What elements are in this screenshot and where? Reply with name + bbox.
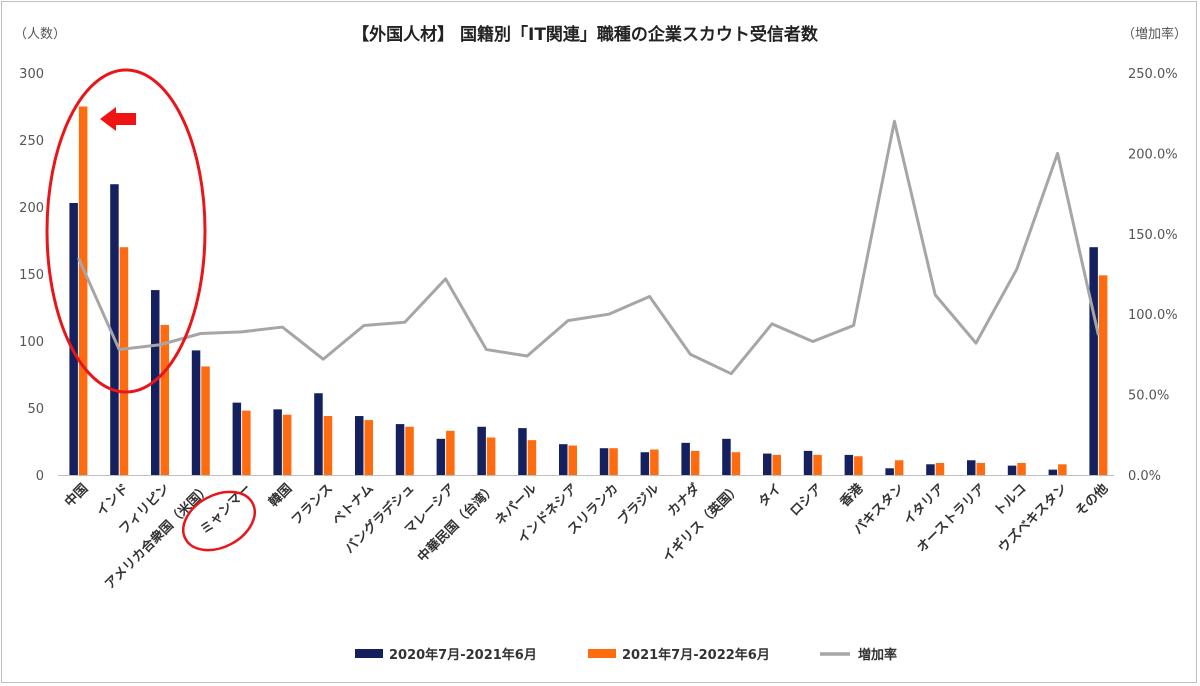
bar-series-2	[323, 416, 333, 475]
right-tick-label: 200.0%	[1128, 147, 1178, 162]
x-tick-label: 香港	[836, 480, 867, 511]
bar-series-1	[477, 426, 486, 475]
bar-series-1	[926, 464, 935, 475]
bar-series-1	[844, 454, 854, 475]
right-tick-label: 0.0%	[1128, 469, 1161, 484]
highlight-ellipse-myanmar	[182, 490, 256, 552]
bar-series-1	[722, 438, 731, 475]
legend: 2020年7月-2021年6月 2021年7月-2022年6月 増加率	[355, 647, 897, 663]
bar-series-1	[885, 468, 894, 475]
left-axis-unit: （人数）	[14, 27, 66, 42]
x-tick-label: その他	[1072, 481, 1111, 520]
bar-series-2	[201, 366, 210, 475]
bar-series-2	[160, 324, 169, 475]
x-tick-label: 韓国	[266, 481, 296, 511]
legend-swatch-series-2	[588, 649, 616, 658]
bar-series-1	[559, 444, 568, 475]
bar-series-2	[650, 449, 659, 475]
x-tick-label: ブラジル	[615, 481, 663, 529]
x-tick-label: カナダ	[664, 481, 703, 520]
legend-label-series-3: 増加率	[858, 647, 897, 663]
left-tick-label: 200	[19, 201, 44, 216]
bar-series-1	[273, 409, 282, 475]
bar-series-2	[282, 414, 292, 475]
bar-series-2	[527, 440, 537, 475]
bar-series-2	[568, 445, 577, 475]
bar-series-1	[436, 438, 446, 475]
x-tick-label: インド	[94, 481, 132, 519]
right-tick-label: 100.0%	[1128, 308, 1178, 323]
bar-series-2	[446, 430, 455, 475]
bar-series-2	[731, 452, 741, 475]
bar-series-1	[1007, 465, 1017, 475]
x-tick-label: ロシア	[787, 481, 825, 519]
bar-series-2	[854, 456, 863, 475]
bar-series-1	[69, 202, 78, 476]
x-tick-label: バングラデシュ	[342, 481, 418, 557]
legend-label-series-2: 2021年7月-2022年6月	[622, 647, 770, 663]
right-axis-ticks: 0.0% 50.0% 100.0% 150.0% 200.0% 250.0%	[1128, 67, 1178, 484]
x-tick-label: ウズベキスタン	[995, 481, 1070, 556]
bar-series-1	[314, 393, 323, 475]
chart-title: 【外国人材】 国籍別「IT関連」職種の企業スカウト受信者数	[352, 24, 819, 45]
bar-series-2	[1098, 275, 1108, 475]
bar-series-1	[232, 402, 242, 475]
left-axis-ticks: 0 50 100 150 200 250 300	[19, 67, 44, 484]
bar-series-2	[405, 426, 414, 475]
bar-series-1	[1089, 247, 1098, 475]
left-tick-label: 300	[19, 67, 44, 82]
bar-series-2	[119, 247, 129, 475]
rate-line	[77, 119, 1100, 376]
bar-series-1	[355, 416, 364, 475]
bars-group	[69, 106, 1108, 476]
bar-series-2	[772, 454, 781, 475]
bar-series-1	[803, 450, 813, 475]
left-tick-label: 100	[19, 335, 44, 350]
right-tick-label: 50.0%	[1128, 389, 1169, 404]
right-tick-label: 150.0%	[1128, 228, 1178, 243]
bar-series-2	[813, 454, 822, 475]
bar-series-1	[518, 428, 527, 475]
bar-series-1	[151, 290, 160, 475]
legend-label-series-1: 2020年7月-2021年6月	[389, 647, 537, 663]
left-tick-label: 50	[27, 402, 44, 417]
bar-series-1	[191, 350, 201, 475]
x-tick-label: フランス	[289, 481, 336, 528]
x-tick-label: トルコ	[992, 481, 1030, 519]
right-axis-unit: （増加率）	[1122, 26, 1187, 42]
bar-series-2	[486, 437, 496, 475]
bar-series-2	[976, 462, 985, 475]
bar-series-1	[395, 424, 405, 475]
legend-swatch-series-1	[355, 649, 383, 658]
bar-series-2	[242, 410, 251, 475]
bar-series-2	[1017, 462, 1026, 475]
bar-series-2	[690, 450, 700, 475]
bar-series-2	[78, 106, 88, 475]
bar-series-1	[640, 452, 650, 475]
right-tick-label: 250.0%	[1128, 67, 1178, 82]
bar-series-1	[110, 184, 119, 475]
bar-series-2	[1058, 464, 1067, 475]
bar-series-1	[599, 448, 609, 475]
x-tick-label: タイ	[756, 481, 785, 510]
highlight-ellipse-top3	[45, 68, 207, 394]
left-tick-label: 250	[19, 134, 44, 149]
bar-series-2	[364, 420, 373, 475]
bar-series-2	[935, 462, 945, 475]
bar-series-2	[609, 448, 618, 475]
left-tick-label: 0	[36, 469, 44, 484]
left-tick-label: 150	[19, 268, 44, 283]
rate-line-group	[77, 119, 1100, 376]
bar-series-2	[894, 460, 904, 475]
bar-series-1	[1048, 469, 1058, 475]
bar-series-1	[763, 453, 772, 475]
red-arrow-icon	[100, 107, 136, 131]
bar-series-1	[681, 442, 690, 475]
x-tick-label: 中国	[62, 481, 92, 511]
bar-series-1	[967, 460, 976, 475]
